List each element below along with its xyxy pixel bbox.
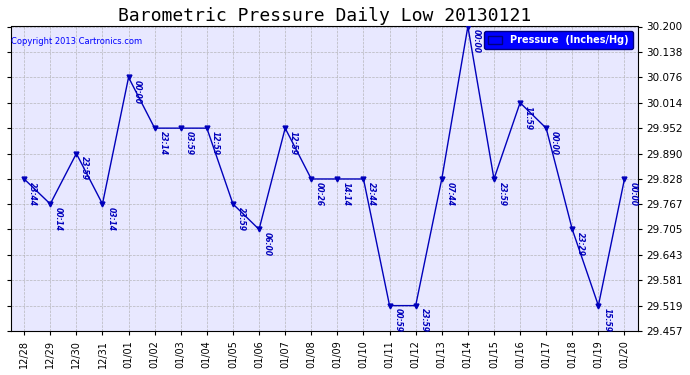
Text: Copyright 2013 Cartronics.com: Copyright 2013 Cartronics.com [11,37,142,46]
Text: 00:00: 00:00 [550,131,559,155]
Text: 12:59: 12:59 [289,131,298,155]
Text: 23:59: 23:59 [497,182,507,206]
Text: 15:59: 15:59 [602,308,611,332]
Text: 00:14: 00:14 [54,207,63,231]
Text: 23:29: 23:29 [576,232,585,256]
Text: 00:26: 00:26 [315,182,324,206]
Text: 23:44: 23:44 [28,182,37,206]
Text: 00:00: 00:00 [629,182,638,206]
Text: 23:59: 23:59 [420,308,428,332]
Text: 12:59: 12:59 [210,131,219,155]
Text: 00:59: 00:59 [393,308,402,332]
Legend: Pressure  (Inches/Hg): Pressure (Inches/Hg) [484,32,633,49]
Text: 00:00: 00:00 [472,29,481,53]
Text: 07:44: 07:44 [446,182,455,206]
Text: 00:00: 00:00 [132,80,141,104]
Text: 23:14: 23:14 [159,131,168,155]
Text: 06:00: 06:00 [263,232,272,256]
Text: 14:14: 14:14 [341,182,351,206]
Text: 11:59: 11:59 [524,105,533,129]
Title: Barometric Pressure Daily Low 20130121: Barometric Pressure Daily Low 20130121 [118,7,531,25]
Text: 23:59: 23:59 [237,207,246,231]
Text: 23:44: 23:44 [367,182,376,206]
Text: 23:59: 23:59 [80,156,89,180]
Text: 03:14: 03:14 [106,207,115,231]
Text: 03:59: 03:59 [185,131,194,155]
